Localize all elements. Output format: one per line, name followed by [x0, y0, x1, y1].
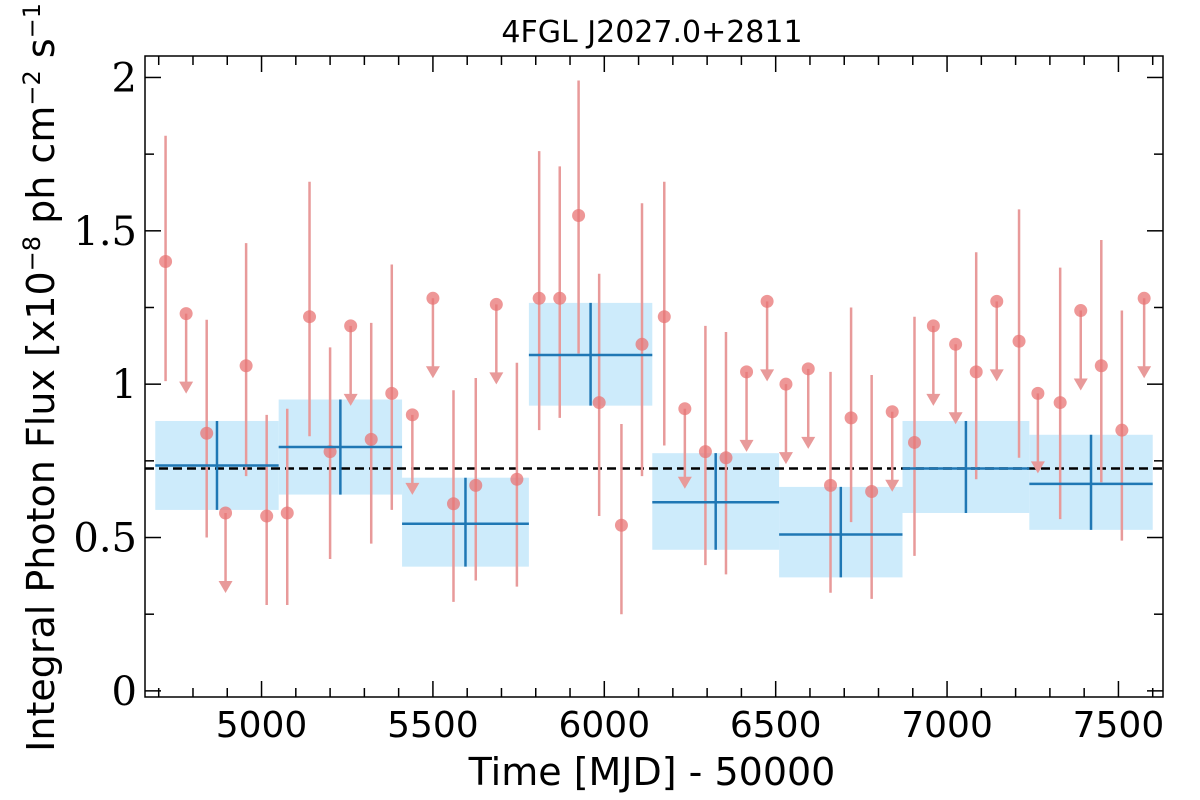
flux-point	[865, 485, 879, 499]
y-axis-label-mid: ph cm	[19, 106, 63, 236]
flux-point	[280, 506, 294, 520]
flux-point	[532, 291, 546, 305]
upper-limit-arrow	[343, 393, 358, 406]
flux-point	[323, 445, 337, 459]
flux-point	[572, 208, 586, 222]
upper-limit-point	[949, 337, 963, 351]
upper-limit-arrow	[425, 366, 440, 379]
y-axis-label-exp-2: −2	[18, 70, 46, 105]
upper-limit-arrow	[1073, 378, 1088, 391]
upper-limit-point	[1137, 291, 1151, 305]
upper-limit-arrow	[1030, 461, 1045, 474]
flux-point	[657, 310, 671, 324]
upper-limit-arrow	[1137, 366, 1152, 379]
upper-limit-point	[426, 291, 440, 305]
x-tick-label: 7000	[901, 705, 993, 746]
flux-point	[635, 337, 649, 351]
upper-limit-point	[179, 307, 193, 321]
upper-limit-arrow	[885, 479, 900, 492]
flux-point	[469, 478, 483, 492]
flux-point	[159, 254, 173, 268]
upper-limit-arrow	[405, 482, 420, 495]
upper-limit-point	[344, 319, 358, 333]
flux-point	[824, 478, 838, 492]
x-tick-label: 5500	[387, 705, 479, 746]
x-axis-label: Time [MJD] - 50000	[468, 750, 836, 794]
upper-limit-arrow	[218, 580, 233, 593]
flux-point	[844, 411, 858, 425]
x-tick-label: 7500	[1073, 705, 1165, 746]
plot-frame	[144, 55, 1164, 698]
y-tick-label: 0	[112, 669, 137, 715]
chart-title: 4FGL J2027.0+2811	[501, 15, 802, 50]
y-tick-label: 2	[112, 55, 137, 101]
flux-point	[446, 497, 460, 511]
upper-limit-arrow	[801, 436, 816, 449]
upper-limit-point	[678, 402, 692, 416]
axes-layer: 5000 5500 6000 6500 7000 7500 0 0.5 1 1.5 2	[73, 55, 1164, 746]
flux-point	[592, 396, 606, 410]
upper-limit-point	[760, 294, 774, 308]
upper-limit-point	[1074, 304, 1088, 318]
flux-point	[1115, 423, 1129, 437]
upper-limit-arrow	[179, 381, 194, 394]
flux-point	[1094, 359, 1108, 373]
y-axis-label-exp-1: −8	[18, 236, 46, 271]
x-tick-label: 6000	[558, 705, 650, 746]
flux-point	[303, 310, 317, 324]
binned-flux-layer	[155, 302, 1153, 578]
flux-points-layer	[159, 80, 1152, 615]
y-axis-label-main: Integral Photon Flux [x10	[19, 271, 63, 752]
upper-limit-point	[1031, 386, 1045, 400]
flux-point	[385, 386, 399, 400]
upper-limit-arrow	[739, 439, 754, 452]
flux-point	[1012, 334, 1026, 348]
y-axis-label-tail: s	[19, 38, 63, 70]
upper-limit-arrow	[489, 372, 504, 385]
upper-limit-arrow	[926, 393, 941, 406]
upper-limit-point	[219, 506, 233, 520]
upper-limit-point	[779, 377, 793, 391]
x-tick-label: 5000	[216, 705, 308, 746]
x-tick-label: 6500	[730, 705, 822, 746]
upper-limit-point	[740, 365, 754, 379]
flux-point	[510, 472, 524, 486]
flux-point	[907, 435, 921, 449]
upper-limit-point	[801, 362, 815, 376]
flux-point	[364, 432, 378, 446]
upper-limit-arrow	[778, 452, 793, 465]
y-tick-label: 1	[112, 362, 137, 408]
upper-limit-point	[885, 405, 899, 419]
flux-point	[239, 359, 253, 373]
flux-point	[260, 509, 274, 523]
flux-point	[1053, 396, 1067, 410]
y-axis-label-exp-3: −1	[18, 3, 46, 38]
upper-limit-arrow	[760, 369, 775, 382]
flux-point	[969, 365, 983, 379]
upper-limit-point	[926, 319, 940, 333]
y-axis-label-end: ]	[19, 0, 63, 3]
bin-band-layer	[155, 302, 1153, 578]
upper-limit-point	[405, 408, 419, 422]
y-axis-label: Integral Photon Flux [x10−8 ph cm−2 s−1]	[18, 0, 63, 752]
upper-limit-arrow	[989, 369, 1004, 382]
y-tick-label: 0.5	[73, 516, 137, 562]
upper-limit-point	[489, 297, 503, 311]
flux-point	[200, 426, 214, 440]
flux-point	[614, 518, 628, 532]
y-tick-label: 1.5	[73, 209, 137, 255]
upper-limit-arrow	[948, 412, 963, 425]
upper-limit-arrow	[677, 476, 692, 489]
upper-limit-point	[990, 294, 1004, 308]
flux-point	[719, 451, 733, 465]
flux-point	[553, 291, 567, 305]
flux-point	[698, 445, 712, 459]
